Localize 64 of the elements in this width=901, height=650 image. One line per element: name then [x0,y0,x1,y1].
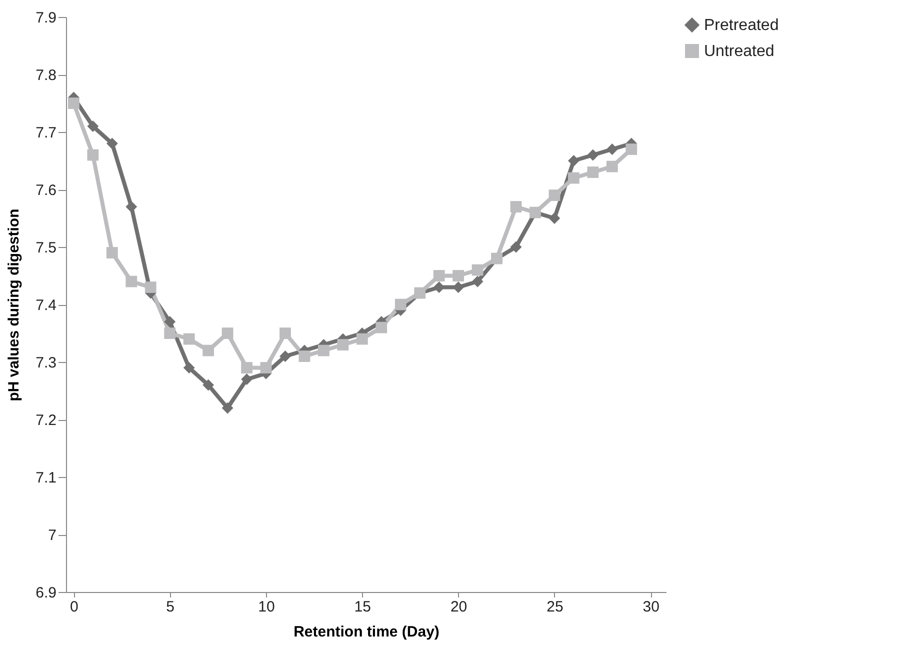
point [472,264,484,276]
point [280,350,291,362]
y-tick-label: 6.9 [36,584,56,602]
point [356,333,368,345]
y-tick-label: 7.7 [36,124,56,142]
point [241,374,252,385]
x-tick-label: 0 [70,598,78,616]
x-tick-label: 10 [258,598,275,616]
x-tick-label: 20 [450,598,468,616]
point [126,201,138,212]
x-tick-label: 5 [166,598,175,616]
x-tick-label: 25 [546,598,564,616]
y-tick-label: 7.8 [36,67,56,84]
point [202,379,214,391]
point [568,172,580,184]
point [606,160,618,172]
point [106,138,118,150]
point [318,344,330,356]
point [183,333,195,345]
point [548,212,560,224]
point [222,402,234,414]
x-tick-label: 30 [642,598,660,616]
point [452,270,464,282]
point [241,362,252,374]
point [587,149,599,161]
point [106,247,118,258]
y-tick-label: 7.9 [36,10,56,26]
point [68,98,80,109]
point [164,328,176,339]
point [144,282,156,293]
point [510,201,522,212]
y-axis-title: pH values during digestion [6,208,23,402]
point [510,241,522,253]
point [568,155,580,166]
y-tick-label: 7.4 [36,297,56,314]
point [260,362,272,374]
point [87,149,99,161]
point [433,270,445,282]
y-tick-label: 7.3 [36,354,56,372]
point [87,120,99,132]
point [183,362,195,374]
point [606,144,618,155]
legend-label: Untreated [704,43,774,60]
point [337,339,349,350]
point [626,144,638,155]
point [548,190,560,201]
y-tick-label: 7.1 [36,470,56,486]
point [298,350,310,362]
legend-label: Pretreated [704,17,779,34]
point [202,344,214,356]
x-axis-title: Retention time (Day) [294,624,440,640]
y-tick-label: 7 [48,527,56,544]
point [126,276,138,288]
point [280,328,291,339]
point [222,328,234,339]
point [376,322,388,334]
point [164,316,176,328]
x-tick-label: 15 [354,598,371,616]
y-tick-label: 7.6 [36,182,56,199]
point [472,276,484,288]
y-tick-label: 7.2 [36,412,56,429]
point [394,298,406,310]
point [587,166,599,178]
y-tick-label: 7.5 [36,240,56,256]
